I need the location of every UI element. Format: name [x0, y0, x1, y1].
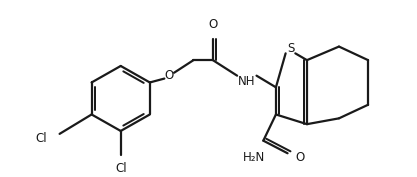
Text: S: S — [287, 42, 294, 55]
Text: O: O — [208, 18, 218, 31]
Text: Cl: Cl — [115, 162, 126, 175]
Text: NH: NH — [238, 75, 256, 88]
Text: O: O — [165, 69, 174, 82]
Text: O: O — [295, 151, 304, 164]
Text: Cl: Cl — [35, 132, 47, 145]
Text: H₂N: H₂N — [242, 151, 265, 164]
